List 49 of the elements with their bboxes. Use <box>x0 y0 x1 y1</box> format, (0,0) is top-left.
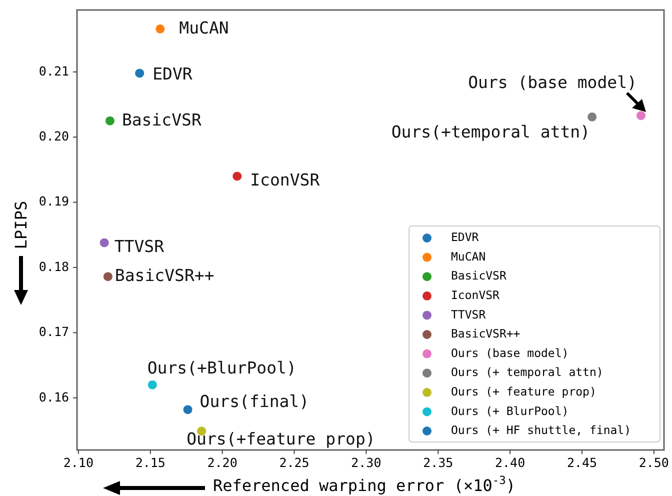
x-tick-label: 2.15 <box>135 455 166 470</box>
x-tick-label: 2.30 <box>351 455 382 470</box>
point <box>100 238 109 248</box>
point <box>588 112 597 122</box>
x-tick-label: 2.25 <box>279 455 310 470</box>
annotation: EDVR <box>152 64 192 84</box>
annotation: Ours (base model) <box>468 73 637 92</box>
point <box>103 272 112 282</box>
annotation: Ours(final) <box>200 392 310 412</box>
y-tick-label: 0.21 <box>38 63 69 78</box>
y-tick-label: 0.20 <box>38 128 69 144</box>
point <box>148 380 157 390</box>
y-tick-label: 0.16 <box>38 389 69 404</box>
point <box>232 172 242 181</box>
x-tick-label: 2.20 <box>207 455 238 470</box>
x-tick-label: 2.45 <box>566 455 598 470</box>
x-tick-label: 2.40 <box>495 455 526 470</box>
y-tick-label: 0.18 <box>38 258 69 274</box>
point <box>636 111 646 120</box>
annotation: Ours(+temporal attn) <box>391 122 590 142</box>
annotation: Ours(+feature prop) <box>186 430 376 449</box>
legend-label: Ours (+ BlurPool) <box>451 404 569 418</box>
legend-label: EDVR <box>451 230 479 244</box>
y-tick-label: 0.17 <box>38 324 69 340</box>
legend-label: Ours (base model) <box>451 346 569 360</box>
x-tick-label: 2.35 <box>423 455 454 470</box>
legend-label: Ours (+ HF shuttle, final) <box>451 423 632 438</box>
y-axis-title: LPIPS <box>11 200 30 250</box>
annotation: Ours(+BlurPool) <box>147 358 296 378</box>
x-axis-title: Referenced warping error (×10$^{-3}$) <box>213 474 516 496</box>
y-tick-label: 0.19 <box>38 194 69 209</box>
point <box>135 68 144 78</box>
legend-label: Ours (+ temporal attn) <box>451 365 604 380</box>
legend-label: Ours (+ feature prop) <box>451 384 596 399</box>
annotation: IconVSR <box>250 170 320 190</box>
point <box>183 405 192 414</box>
annotation: TTVSR <box>114 237 164 256</box>
x-tick-label: 2.50 <box>638 455 669 470</box>
legend-label: IconVSR <box>451 288 500 302</box>
annotation: BasicVSR <box>122 110 202 130</box>
legend-label: BasicVSR++ <box>451 326 520 341</box>
legend-label: TTVSR <box>451 307 486 322</box>
point <box>105 116 114 126</box>
annotation: BasicVSR++ <box>114 266 214 286</box>
annotation: MuCAN <box>179 18 229 38</box>
point <box>156 24 165 34</box>
x-tick-label: 2.10 <box>63 455 94 470</box>
legend-label: BasicVSR <box>451 268 506 283</box>
legend-label: MuCAN <box>451 249 486 264</box>
